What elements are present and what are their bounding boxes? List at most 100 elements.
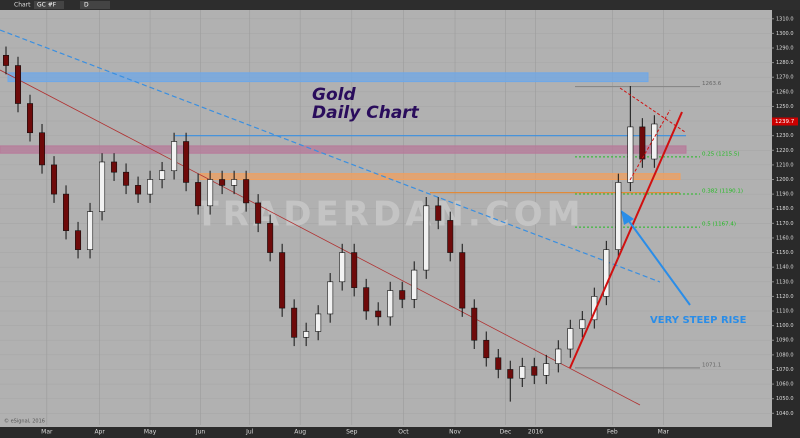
y-tick-label: 1200.0 bbox=[776, 177, 794, 183]
annotation: VERY STEEP RISE bbox=[650, 315, 747, 326]
y-tick-label: 1070.0 bbox=[776, 367, 794, 373]
x-tick-label: Aug bbox=[294, 429, 306, 436]
y-tick-label: 1100.0 bbox=[776, 323, 794, 329]
candle-body bbox=[99, 161, 106, 212]
y-tick-label: 1300.0 bbox=[776, 31, 794, 37]
candle-body bbox=[183, 141, 190, 183]
y-tick-label: 1090.0 bbox=[776, 338, 794, 344]
candle-body bbox=[207, 179, 214, 207]
candle-body bbox=[399, 290, 406, 300]
candle-body bbox=[135, 185, 142, 195]
x-tick-label: May bbox=[144, 429, 157, 436]
candle-body bbox=[411, 269, 418, 300]
trendline bbox=[0, 29, 661, 283]
price-band bbox=[7, 72, 649, 83]
candle-body bbox=[531, 366, 538, 376]
x-axis-panel bbox=[0, 427, 772, 438]
symbol-box[interactable] bbox=[34, 1, 64, 9]
y-tick-label: 1290.0 bbox=[776, 45, 794, 51]
y-tick-label: 1110.0 bbox=[776, 309, 794, 315]
y-tick-label: 1170.0 bbox=[776, 221, 794, 227]
candle-body bbox=[543, 363, 550, 376]
y-tick-label: 1180.0 bbox=[776, 206, 794, 212]
candle-body bbox=[519, 366, 526, 379]
candle-body bbox=[315, 313, 322, 332]
y-tick-label: 1150.0 bbox=[776, 250, 794, 256]
candle-body bbox=[483, 339, 490, 359]
candle-body bbox=[627, 126, 634, 183]
candle-body bbox=[375, 310, 382, 318]
candle-body bbox=[471, 307, 478, 341]
x-tick-label: Mar bbox=[41, 429, 53, 436]
candle-body bbox=[63, 193, 70, 231]
y-tick-label: 1120.0 bbox=[776, 294, 794, 300]
y-tick-label: 1280.0 bbox=[776, 60, 794, 66]
x-tick-label: Jul bbox=[245, 429, 254, 436]
x-tick-label: Apr bbox=[94, 429, 105, 436]
interval[interactable]: D bbox=[84, 2, 89, 9]
y-tick-label: 1190.0 bbox=[776, 192, 794, 198]
arrow bbox=[625, 216, 691, 306]
y-tick-label: 1050.0 bbox=[776, 396, 794, 402]
y-tick-label: 1220.0 bbox=[776, 148, 794, 154]
candle-body bbox=[339, 252, 346, 283]
candle-body bbox=[327, 281, 334, 315]
interval-box[interactable] bbox=[80, 1, 110, 9]
x-tick-label: Jun bbox=[195, 429, 206, 436]
candle-body bbox=[291, 307, 298, 338]
trendline bbox=[569, 111, 683, 369]
x-tick-label: 2016 bbox=[528, 429, 543, 436]
axes: 1040.0 1050.0 1060.0 1070.0 1080.0 1090.0 1100… bbox=[41, 16, 798, 436]
y-tick-label: 1140.0 bbox=[776, 265, 794, 271]
y-tick-label: 1080.0 bbox=[776, 352, 794, 358]
trendline bbox=[0, 69, 641, 406]
candle-body bbox=[555, 348, 562, 364]
trendline bbox=[619, 87, 686, 133]
y-tick-label: 1260.0 bbox=[776, 89, 794, 95]
candle-body bbox=[195, 182, 202, 207]
candle-body bbox=[303, 331, 310, 338]
tab-label[interactable]: Chart bbox=[14, 2, 31, 9]
candle-body bbox=[387, 290, 394, 318]
x-tick-label: Mar bbox=[658, 429, 670, 436]
chart-subtitle: Daily Chart bbox=[312, 103, 420, 123]
y-tick-label: 1130.0 bbox=[776, 279, 794, 285]
candles bbox=[3, 46, 658, 402]
candle-body bbox=[447, 220, 454, 253]
x-tick-label: Sep bbox=[346, 429, 358, 436]
level-label: 1071.1 bbox=[702, 362, 721, 368]
candle-body bbox=[435, 205, 442, 221]
y-tick-label: 1310.0 bbox=[776, 16, 794, 22]
candle-body bbox=[171, 141, 178, 172]
candle-body bbox=[615, 182, 622, 250]
level-label: 1263.6 bbox=[702, 81, 722, 87]
x-tick-label: Oct bbox=[398, 429, 409, 436]
candle-body bbox=[75, 230, 82, 250]
candle-body bbox=[51, 164, 58, 195]
candle-body bbox=[507, 369, 514, 379]
candle-body bbox=[123, 171, 130, 186]
level-label: 0.382 (1190.1) bbox=[702, 188, 743, 194]
candle-body bbox=[87, 211, 94, 250]
candle-body bbox=[279, 252, 286, 309]
toolbar bbox=[0, 0, 800, 10]
level-label: 0.5 (1167.4) bbox=[702, 222, 736, 228]
candle-body bbox=[243, 179, 250, 204]
price-band bbox=[199, 173, 681, 181]
x-tick-label: Feb bbox=[607, 429, 618, 436]
trendline bbox=[629, 109, 671, 181]
watermark: TRADERDAN.COM bbox=[196, 195, 585, 235]
candle-body bbox=[15, 65, 22, 104]
candle-body bbox=[567, 328, 574, 350]
x-tick-label: Nov bbox=[449, 429, 461, 436]
chart-title: Gold bbox=[312, 85, 356, 105]
candle-body bbox=[423, 205, 430, 271]
candle-body bbox=[363, 287, 370, 312]
candle-body bbox=[267, 223, 274, 253]
arrow-head bbox=[621, 210, 634, 225]
candle-body bbox=[351, 252, 358, 288]
candle-body bbox=[219, 179, 226, 186]
symbol[interactable]: GC #F bbox=[37, 2, 57, 9]
y-tick-label: 1250.0 bbox=[776, 104, 794, 110]
